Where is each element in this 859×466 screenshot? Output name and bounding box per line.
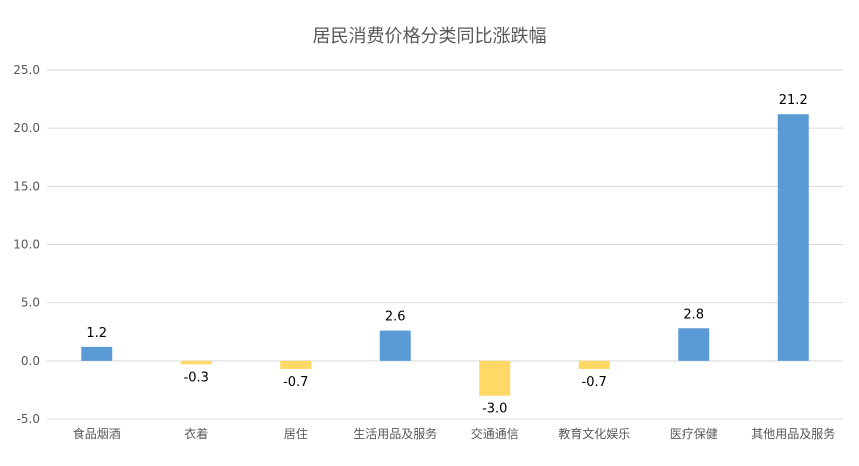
data-label-1: -0.3 xyxy=(184,370,209,385)
bar-7 xyxy=(777,114,809,361)
bars xyxy=(81,114,809,396)
data-label-4: -3.0 xyxy=(482,402,507,417)
y-axis-tick-labels: 25.0 20.0 15.0 10.0 5.0 0.0 -5.0 xyxy=(13,63,40,426)
category-label-7: 其他用品及服务 xyxy=(751,426,835,441)
category-label-5: 教育文化娱乐 xyxy=(558,426,630,441)
category-label-6: 医疗保健 xyxy=(670,427,718,441)
y-tick-label: 15.0 xyxy=(13,179,40,193)
y-tick-label: -5.0 xyxy=(17,412,40,426)
category-label-1: 衣着 xyxy=(184,426,208,441)
category-label-4: 交通通信 xyxy=(471,426,519,441)
y-tick-label: 20.0 xyxy=(13,121,40,135)
y-tick-label: 0.0 xyxy=(21,354,40,368)
bar-3 xyxy=(379,330,411,361)
bar-1 xyxy=(180,360,212,365)
bar-4 xyxy=(479,360,511,396)
bar-0 xyxy=(81,346,113,361)
data-label-7: 21.2 xyxy=(779,93,808,108)
bar-2 xyxy=(280,360,312,369)
bar-6 xyxy=(678,328,710,361)
data-label-3: 2.6 xyxy=(385,310,406,325)
category-label-3: 生活用品及服务 xyxy=(353,426,437,441)
bar-5 xyxy=(578,360,610,369)
category-label-2: 居住 xyxy=(284,427,308,441)
y-tick-label: 5.0 xyxy=(21,296,40,310)
x-axis-category-labels: 食品烟酒 衣着 居住 生活用品及服务 交通通信 教育文化娱乐 医疗保健 其他用品及服务 xyxy=(73,426,836,441)
chart-title: 居民消费价格分类同比涨跌幅 xyxy=(312,26,547,47)
data-labels: 1.2 -0.3 -0.7 2.6 -3.0 -0.7 2.8 21.2 xyxy=(86,93,807,417)
data-label-2: -0.7 xyxy=(283,375,308,390)
y-tick-label: 10.0 xyxy=(13,238,40,252)
y-tick-label: 25.0 xyxy=(13,63,40,77)
category-label-0: 食品烟酒 xyxy=(73,426,121,441)
data-label-0: 1.2 xyxy=(86,326,107,341)
data-label-6: 2.8 xyxy=(683,307,704,322)
gridlines xyxy=(47,69,843,420)
data-label-5: -0.7 xyxy=(582,375,607,390)
